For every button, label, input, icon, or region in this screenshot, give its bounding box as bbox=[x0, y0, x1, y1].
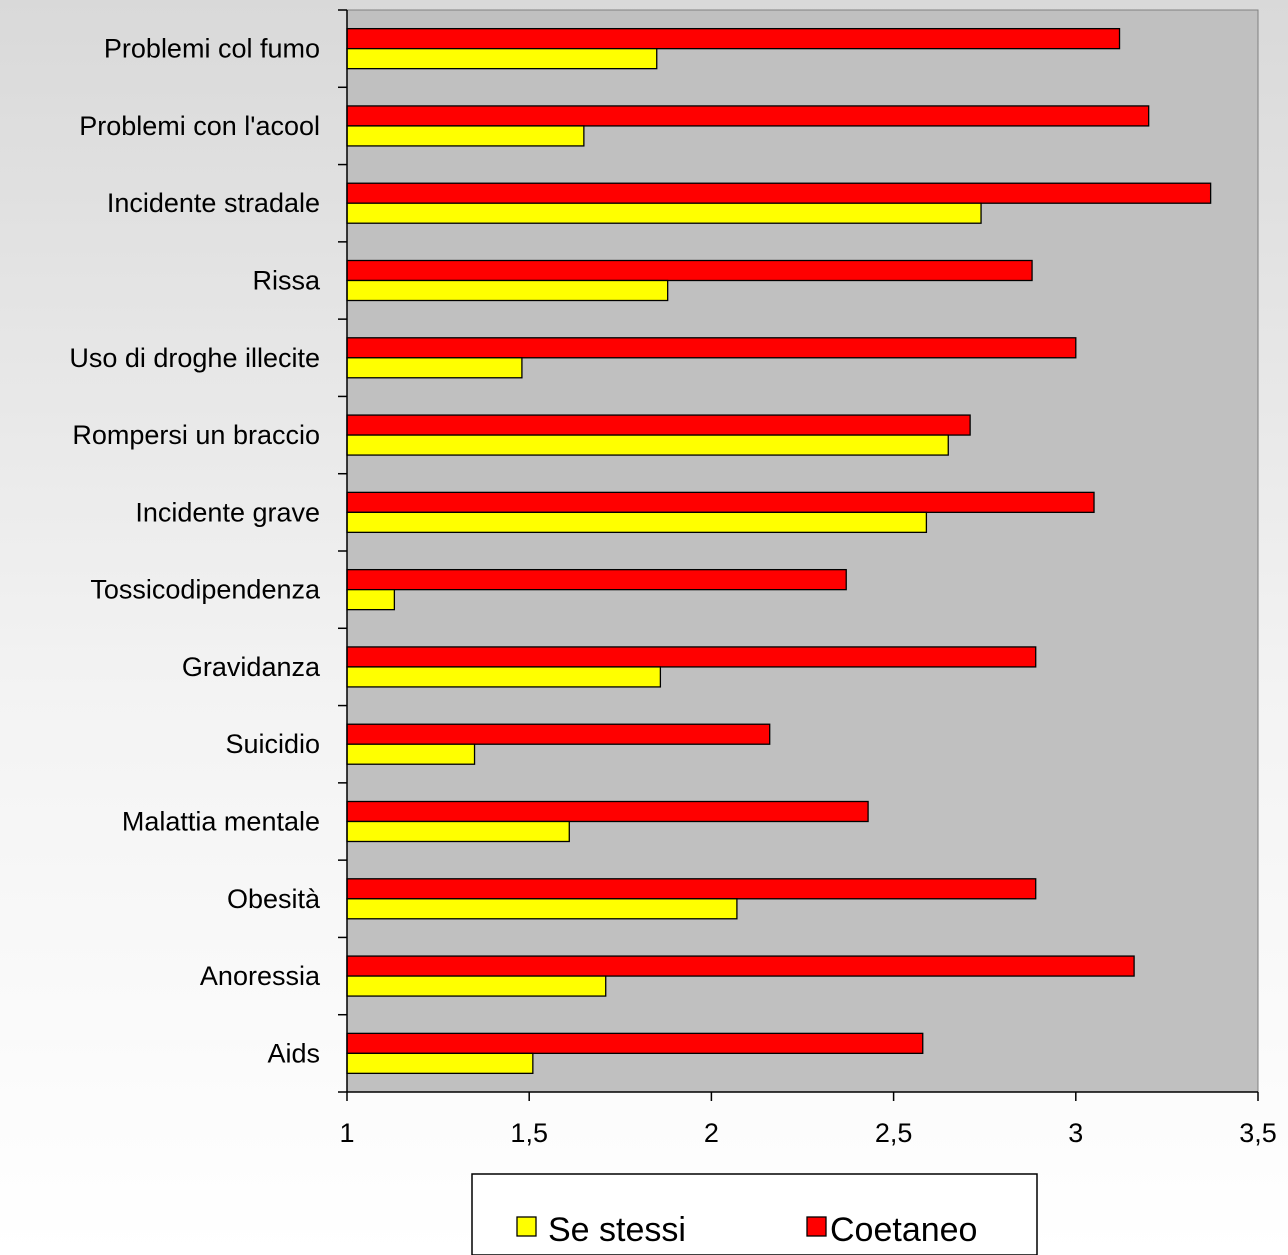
bar-coetaneo-obesita bbox=[346, 878, 1037, 900]
bar-se-stessi-malattia-mentale bbox=[346, 820, 570, 843]
x-tick-labels: 1 1,5 2 2,5 3 3,5 bbox=[339, 1118, 1276, 1148]
legend: Se stessi Coetaneo bbox=[471, 1173, 1038, 1255]
bar-se-stessi-gravidanza bbox=[346, 666, 662, 688]
x-tick-label: 2,5 bbox=[875, 1118, 913, 1148]
bar-se-stessi-suicidio bbox=[346, 743, 476, 765]
bar-coetaneo-tossicodipendenza bbox=[346, 568, 847, 591]
legend-label-coetaneo: Coetaneo bbox=[830, 1211, 977, 1249]
category-label: Malattia mentale bbox=[122, 807, 320, 837]
axes bbox=[338, 9, 1259, 1101]
bar-se-stessi-obesita bbox=[346, 898, 738, 920]
bar-se-stessi-incidente-grave bbox=[346, 511, 928, 534]
legend-swatch-coetaneo bbox=[806, 1216, 827, 1237]
bar-se-stessi-rissa bbox=[346, 279, 669, 302]
x-tick-label: 2 bbox=[704, 1118, 719, 1148]
bar-coetaneo-problemi-col-fumo bbox=[346, 27, 1121, 50]
bar-coetaneo-incidente-grave bbox=[346, 491, 1095, 514]
bar-coetaneo-rompersi-un-braccio bbox=[346, 414, 971, 436]
bar-se-stessi-incidente-stradale bbox=[346, 202, 982, 224]
plot-area bbox=[346, 9, 1259, 1093]
bar-se-stessi-problemi-con-l-acool bbox=[346, 125, 585, 147]
bar-se-stessi-uso-di-droghe-illecite bbox=[346, 357, 523, 379]
category-label: Incidente grave bbox=[135, 497, 320, 527]
category-label: Gravidanza bbox=[182, 652, 321, 682]
category-label: Problemi col fumo bbox=[104, 34, 320, 64]
bar-se-stessi-problemi-col-fumo bbox=[346, 47, 658, 70]
x-tick-label: 3,5 bbox=[1239, 1118, 1277, 1148]
category-label: Tossicodipendenza bbox=[90, 575, 321, 605]
x-tick-label: 1 bbox=[339, 1118, 354, 1148]
bar-se-stessi-tossicodipendenza bbox=[346, 588, 396, 611]
bar-coetaneo-incidente-stradale bbox=[346, 182, 1212, 204]
bar-se-stessi-rompersi-un-braccio bbox=[346, 434, 949, 456]
category-label: Incidente stradale bbox=[107, 188, 320, 218]
category-labels: Problemi col fumo Problemi con l'acool Inc… bbox=[69, 34, 321, 1069]
legend-swatch-se-stessi bbox=[516, 1216, 537, 1237]
bar-coetaneo-suicidio bbox=[346, 723, 771, 745]
category-label: Suicidio bbox=[225, 729, 320, 759]
category-label: Rissa bbox=[252, 266, 320, 296]
bar-coetaneo-rissa bbox=[346, 259, 1033, 282]
category-label: Problemi con l'acool bbox=[79, 111, 320, 141]
bar-coetaneo-aids bbox=[346, 1032, 924, 1055]
bar-coetaneo-uso-di-droghe-illecite bbox=[346, 337, 1077, 359]
bar-coetaneo-malattia-mentale bbox=[346, 800, 869, 823]
x-tick-label: 3 bbox=[1068, 1118, 1083, 1148]
legend-label-se-stessi: Se stessi bbox=[548, 1211, 686, 1249]
legend-box bbox=[471, 1173, 1038, 1255]
bar-coetaneo-gravidanza bbox=[346, 646, 1037, 668]
x-tick-label: 1,5 bbox=[510, 1118, 548, 1148]
bar-se-stessi-aids bbox=[346, 1052, 534, 1075]
bar-coetaneo-problemi-con-l-acool bbox=[346, 105, 1150, 127]
category-label: Rompersi un braccio bbox=[72, 420, 320, 450]
category-label: Uso di droghe illecite bbox=[69, 343, 320, 373]
bar-coetaneo-anoressia bbox=[346, 955, 1135, 977]
category-label: Anoressia bbox=[200, 961, 321, 991]
category-label: Aids bbox=[267, 1038, 320, 1068]
bar-se-stessi-anoressia bbox=[346, 975, 607, 997]
category-label: Obesità bbox=[227, 884, 321, 914]
